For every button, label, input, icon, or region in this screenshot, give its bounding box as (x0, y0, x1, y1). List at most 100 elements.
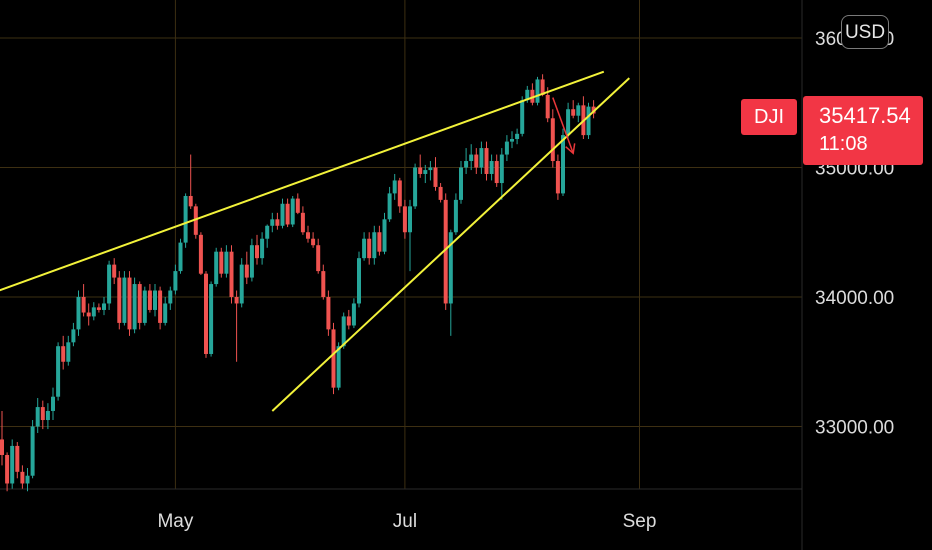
candle-body (56, 346, 60, 397)
candle-body (408, 206, 412, 232)
candle-body (587, 107, 591, 135)
candle-body (439, 187, 443, 200)
candle-body (204, 274, 208, 354)
candle-body (270, 219, 274, 225)
candle-body (20, 472, 24, 484)
candle-body (209, 284, 213, 354)
candle-body (383, 219, 387, 251)
candle-body (112, 265, 116, 278)
candle-body (224, 252, 228, 274)
candle-body (566, 109, 570, 135)
candle-body (372, 232, 376, 258)
candle-body (163, 303, 167, 322)
candle-body (357, 258, 361, 303)
candle-body (428, 168, 432, 171)
candle-body (275, 219, 279, 225)
candle-body (235, 297, 239, 303)
candle-body (143, 291, 147, 323)
x-tick-label: May (157, 511, 193, 532)
candle-body (398, 180, 402, 206)
candle-body (413, 168, 417, 207)
y-tick-label: 34000.00 (815, 288, 894, 309)
candle-body (515, 134, 519, 139)
symbol-label: DJI (741, 99, 797, 135)
candle-body (301, 213, 305, 232)
candle-body (454, 200, 458, 232)
candle-body (97, 307, 101, 310)
candle-body (337, 346, 341, 387)
candle-body (117, 278, 121, 323)
candle-body (286, 204, 290, 225)
candle-body (245, 265, 249, 278)
candle-body (107, 265, 111, 304)
candle-body (265, 226, 269, 239)
x-tick-label: Jul (393, 511, 417, 532)
candle-body (464, 161, 468, 167)
candle-body (153, 291, 157, 310)
candle-body (199, 235, 203, 274)
candle-body (255, 245, 259, 258)
candle-body (326, 297, 330, 329)
candle-body (485, 148, 489, 174)
candle-body (520, 100, 524, 134)
candle-body (168, 291, 172, 304)
bar-countdown: 11:08 (819, 130, 923, 158)
candle-body (102, 303, 106, 309)
candle-body (551, 118, 555, 161)
candle-body (281, 204, 285, 226)
candle-body (36, 407, 40, 426)
candle-body (148, 291, 152, 310)
candle-body (77, 297, 81, 329)
candle-body (66, 342, 70, 361)
candle-body (434, 168, 438, 187)
candle-body (189, 196, 193, 206)
candle-body (0, 439, 4, 455)
candle-body (561, 135, 565, 193)
candle-body (418, 168, 422, 174)
candle-body (26, 476, 30, 484)
candle-body (571, 109, 575, 115)
candle-body (133, 284, 137, 329)
candle-body (51, 397, 55, 411)
candle-body (41, 407, 45, 420)
candle-body (347, 316, 351, 325)
candle-body (260, 239, 264, 258)
candle-body (311, 239, 315, 245)
candle-body (490, 161, 494, 174)
candle-body (556, 161, 560, 193)
candle-body (128, 278, 132, 330)
candle-body (479, 148, 483, 167)
candle-body (179, 243, 183, 271)
candle-body (10, 446, 14, 484)
candle-body (536, 79, 540, 102)
last-price-label: 35417.54 11:08 (803, 96, 923, 165)
candle-body (138, 284, 142, 323)
candle-body (214, 252, 218, 284)
last-price-value: 35417.54 (819, 102, 923, 130)
candle-body (5, 455, 9, 483)
candle-body (321, 271, 325, 297)
candle-body (87, 313, 91, 317)
candle-body (173, 271, 177, 290)
x-tick-label: Sep (623, 511, 657, 532)
candle-body (388, 193, 392, 219)
candle-body (230, 252, 234, 297)
candle-body (546, 95, 550, 118)
candle-body (403, 206, 407, 232)
candle-body (46, 411, 50, 420)
candle-body (184, 196, 188, 243)
candle-body (393, 180, 397, 193)
candle-body (31, 427, 35, 476)
candle-body (495, 161, 499, 183)
candle-body (158, 291, 162, 323)
candle-body (240, 265, 244, 304)
candle-body (362, 239, 366, 258)
candle-body (576, 105, 580, 115)
candle-body (291, 199, 295, 225)
candle-body (15, 446, 19, 472)
candle-body (306, 232, 310, 238)
currency-button[interactable]: USD (841, 15, 889, 49)
candle-body (316, 245, 320, 271)
